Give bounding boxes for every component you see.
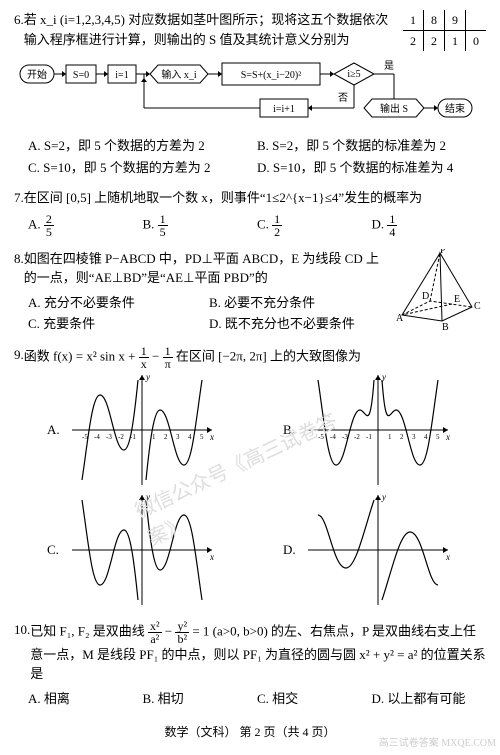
question-7: 7. 在区间 [0,5] 上随机地取一个数 x，则事件“1≤2^{x−1}≤4”… — [14, 188, 486, 239]
svg-text:否: 否 — [338, 92, 348, 104]
svg-text:E: E — [454, 294, 460, 305]
opt-b: B. 相切 — [143, 688, 258, 710]
svg-text:i≥5: i≥5 — [347, 69, 360, 80]
q-num: 7. — [14, 188, 24, 208]
options: A. 相离 B. 相切 C. 相交 D. 以上都有可能 — [28, 688, 486, 710]
svg-text:-2: -2 — [354, 433, 360, 441]
svg-text:P: P — [440, 249, 446, 256]
pyramid-diagram: P A B C D E — [394, 249, 486, 331]
svg-text:B: B — [442, 322, 449, 331]
graph-d: x y — [303, 490, 453, 610]
svg-text:S=S+(x_i−20)²: S=S+(x_i−20)² — [241, 70, 301, 81]
opt-c: C. 相交 — [257, 688, 372, 710]
graph-c: x y — [67, 490, 217, 610]
svg-text:-4: -4 — [94, 433, 100, 441]
opt-c: C. S=10，即 5 个数据的方差为 2 — [28, 157, 257, 179]
svg-text:输入 x_i: 输入 x_i — [161, 68, 196, 81]
svg-text:y: y — [145, 372, 150, 382]
q-text: 函数 f(x) = x² sin x + 1x − 1π 在区间 [−2π, 2… — [24, 345, 486, 370]
q-text: 如图在四棱锥 P−ABCD 中，PD⊥平面 ABCD，E 为线段 CD 上的一点… — [24, 249, 390, 288]
svg-text:输出 S: 输出 S — [380, 102, 408, 115]
opt-b: B. S=2，即 5 个数据的标准差为 2 — [257, 135, 486, 157]
svg-text:i=i+1: i=i+1 — [273, 104, 295, 115]
opt-b: B. 必要不充分条件 — [209, 292, 390, 314]
options: A. 25 B. 15 C. 12 D. 14 — [28, 212, 486, 239]
opt-c-label: C. — [47, 540, 67, 560]
opt-a: A. 相离 — [28, 688, 143, 710]
opt-a: A. 25 — [28, 212, 143, 239]
svg-text:-5: -5 — [318, 433, 324, 441]
svg-text:4: 4 — [188, 433, 192, 441]
svg-text:-4: -4 — [330, 433, 336, 441]
svg-text:1: 1 — [152, 433, 156, 441]
opt-c: C. 12 — [257, 212, 372, 239]
question-9: 微信公众号《高三试卷答案》 9. 函数 f(x) = x² sin x + 1x… — [14, 345, 486, 610]
svg-text:C: C — [474, 301, 481, 312]
q-text: 在区间 [0,5] 上随机地取一个数 x，则事件“1≤2^{x−1}≤4”发生的… — [24, 188, 486, 208]
corner-watermark: 高三试卷答案 MXQE.COM — [379, 736, 496, 751]
q-num: 10. — [14, 620, 30, 684]
svg-text:x: x — [445, 552, 450, 562]
opt-d: D. 既不充分也不必要条件 — [209, 313, 390, 335]
svg-text:-1: -1 — [366, 433, 372, 441]
svg-text:-2: -2 — [118, 433, 124, 441]
flowchart: 开始 S=0 i=1 输入 x_i S=S+(x_i−20)² i≥5 是 输出… — [18, 57, 488, 129]
svg-text:S=0: S=0 — [73, 70, 89, 81]
svg-text:5: 5 — [436, 433, 440, 441]
svg-text:3: 3 — [412, 433, 416, 441]
svg-text:是: 是 — [384, 60, 394, 72]
question-8: P A B C D E 8. 如图在四棱锥 P−ABCD 中，PD⊥平面 ABC… — [14, 249, 486, 335]
svg-text:2: 2 — [164, 433, 168, 441]
opt-b: B. 15 — [143, 212, 258, 239]
opt-a: A. S=2，即 5 个数据的方差为 2 — [28, 135, 257, 157]
opt-d: D. 14 — [372, 212, 487, 239]
svg-text:-3: -3 — [106, 433, 112, 441]
graph-a: x y -5-4-3-2-1 12345 — [67, 370, 217, 490]
opt-d: D. S=10，即 5 个数据的标准差为 4 — [257, 157, 486, 179]
options: A. S=2，即 5 个数据的方差为 2 B. S=2，即 5 个数据的标准差为… — [28, 135, 486, 178]
svg-text:y: y — [381, 492, 386, 502]
svg-text:结束: 结束 — [445, 102, 465, 115]
svg-text:2: 2 — [400, 433, 404, 441]
opt-d-label: D. — [283, 540, 303, 560]
q-text: 已知 F₁, F₂ 是双曲线 x²a² − y²b² = 1 (a>0, b>0… — [30, 620, 486, 684]
svg-text:i=1: i=1 — [115, 70, 128, 81]
svg-text:5: 5 — [200, 433, 204, 441]
opt-a-label: A. — [47, 420, 67, 440]
opt-d: D. 以上都有可能 — [372, 688, 487, 710]
q-text: 若 x_i (i=1,2,3,4,5) 对应数据如茎叶图所示；现将这五个数据依次… — [24, 10, 395, 49]
opt-b-label: B. — [283, 420, 303, 440]
graph-b: x y -5-4-3-2-1 12345 — [303, 370, 453, 490]
question-10: 10. 已知 F₁, F₂ 是双曲线 x²a² − y²b² = 1 (a>0,… — [14, 620, 486, 710]
svg-text:A: A — [396, 313, 404, 324]
question-6: 189 2210 6. 若 x_i (i=1,2,3,4,5) 对应数据如茎叶图… — [14, 10, 486, 178]
opt-a: A. 充分不必要条件 — [28, 292, 209, 314]
svg-text:4: 4 — [424, 433, 428, 441]
stem-leaf-table: 189 2210 — [403, 10, 486, 51]
q-num: 6. — [14, 10, 24, 49]
svg-text:x: x — [209, 552, 214, 562]
svg-text:1: 1 — [388, 433, 392, 441]
svg-text:x: x — [209, 432, 214, 442]
opt-c: C. 充要条件 — [28, 313, 209, 335]
svg-text:x: x — [445, 432, 450, 442]
q-num: 8. — [14, 249, 24, 288]
svg-text:3: 3 — [176, 433, 180, 441]
options: A. 充分不必要条件 B. 必要不充分条件 C. 充要条件 D. 既不充分也不必… — [28, 292, 390, 335]
q-num: 9. — [14, 345, 24, 370]
svg-text:开始: 开始 — [27, 68, 47, 81]
svg-text:D: D — [422, 291, 429, 302]
